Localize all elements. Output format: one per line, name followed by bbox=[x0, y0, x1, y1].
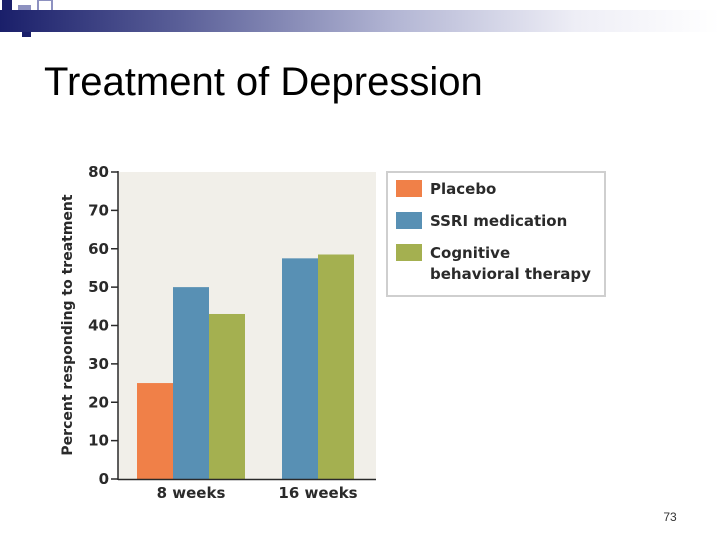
legend-swatch bbox=[396, 212, 422, 229]
bar-cognitive-behavioral-therapy-8-weeks bbox=[209, 313, 245, 479]
y-tick-label: 80 bbox=[88, 163, 109, 181]
deco-square bbox=[2, 0, 12, 10]
x-tick-label: 8 weeks bbox=[157, 484, 226, 502]
y-tick-label: 40 bbox=[88, 317, 109, 335]
x-tick-label: 16 weeks bbox=[278, 484, 357, 502]
y-axis-title: Percent responding to treatment bbox=[60, 194, 76, 455]
y-tick-label: 70 bbox=[88, 201, 109, 219]
legend-swatch bbox=[396, 180, 422, 197]
y-tick-label: 50 bbox=[88, 278, 109, 296]
y-tick-label: 20 bbox=[88, 393, 109, 411]
legend-swatch bbox=[396, 244, 422, 261]
bar-placebo-8-weeks bbox=[137, 383, 173, 479]
legend-label: Placebo bbox=[430, 180, 496, 198]
bar-ssri-medication-8-weeks bbox=[173, 287, 209, 479]
y-tick-label: 10 bbox=[88, 432, 109, 450]
slide-title: Treatment of Depression bbox=[44, 60, 483, 104]
legend-label: SSRI medication bbox=[430, 212, 567, 230]
title-bar bbox=[0, 10, 720, 32]
bar-cognitive-behavioral-therapy-16-weeks bbox=[318, 254, 354, 479]
y-tick-label: 30 bbox=[88, 355, 109, 373]
legend-label: Cognitive behavioral therapy bbox=[430, 244, 591, 283]
y-tick-label: 0 bbox=[99, 470, 109, 488]
legend-box bbox=[386, 171, 606, 297]
slide-number: 73 bbox=[663, 510, 677, 524]
y-tick-label: 60 bbox=[88, 240, 109, 258]
deco-square bbox=[22, 28, 31, 37]
bar-ssri-medication-16-weeks bbox=[282, 258, 318, 479]
